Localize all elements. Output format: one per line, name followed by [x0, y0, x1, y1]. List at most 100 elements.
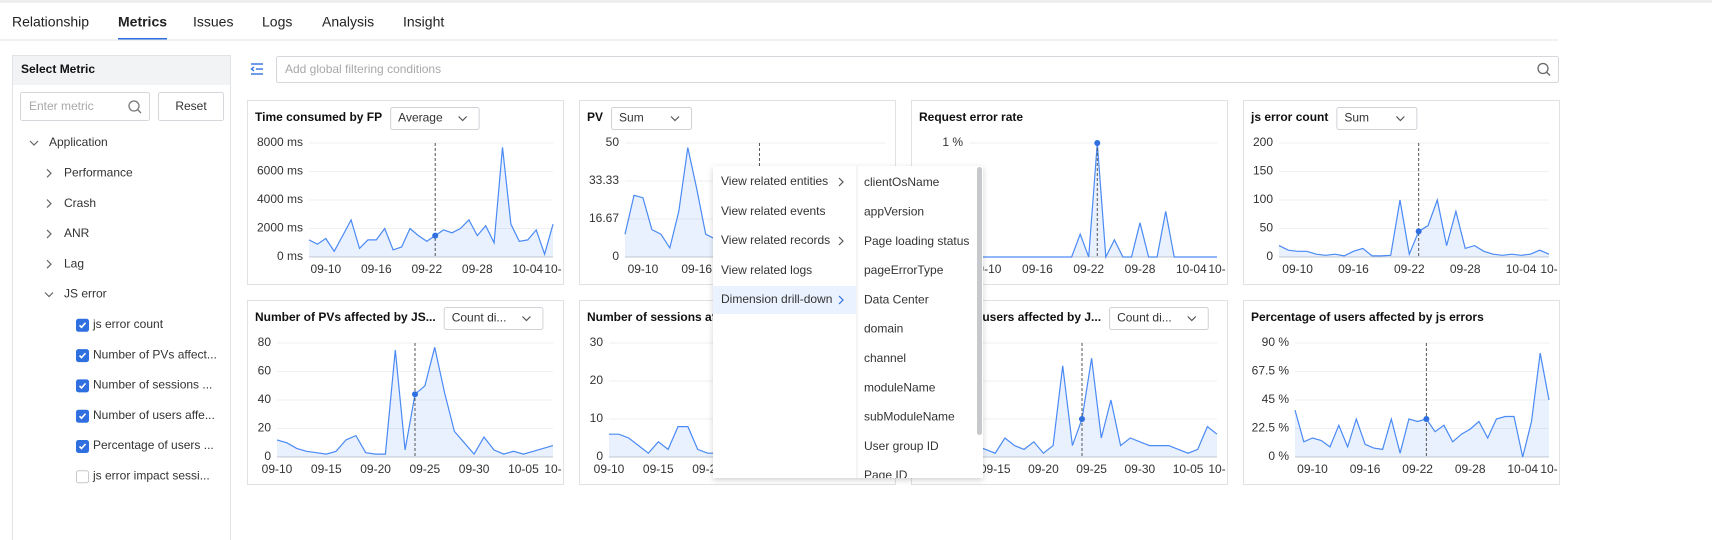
- tree-item[interactable]: Performance: [64, 165, 133, 179]
- checkmark: [78, 443, 87, 450]
- menu-item-highlight: [713, 286, 856, 314]
- tab[interactable]: Insight: [403, 14, 444, 30]
- reset-label: Reset: [175, 99, 207, 113]
- x-tick-label: 09-22: [1073, 262, 1104, 276]
- area: [625, 147, 885, 257]
- x-tick-label: 09-20: [360, 462, 391, 476]
- aggregation-select[interactable]: [1336, 107, 1418, 130]
- chevron-right: [46, 229, 52, 239]
- x-tick-label: 10-04: [1507, 462, 1538, 476]
- x-tick-label: 09-10: [310, 262, 341, 276]
- sidebar-title: Select Metric: [21, 62, 95, 76]
- tab[interactable]: Metrics: [118, 14, 167, 30]
- submenu-item[interactable]: Page loading status: [864, 234, 969, 248]
- submenu-items: clientOsName appVersion Page loading statu…: [864, 175, 969, 482]
- y-tick-label: 45 %: [1262, 392, 1290, 406]
- scrollbar: [977, 167, 982, 435]
- chart-title: PV: [587, 110, 603, 124]
- hover-point: [1094, 140, 1101, 146]
- submenu-item[interactable]: moduleName: [864, 380, 936, 394]
- tab[interactable]: Analysis: [322, 14, 374, 30]
- tree-item[interactable]: js error count: [92, 317, 164, 331]
- y-tick-label: 0: [612, 249, 619, 263]
- x-tick-label: 09-10: [262, 462, 293, 476]
- x-tick-label: 09-16: [681, 262, 712, 276]
- aggregation-select[interactable]: [1109, 307, 1209, 330]
- tab[interactable]: Relationship: [12, 14, 89, 30]
- menu-item[interactable]: Dimension drill-down: [721, 292, 832, 306]
- y-tick-label: 150: [1253, 164, 1273, 178]
- tree-item[interactable]: JS error: [64, 287, 107, 301]
- submenu-item[interactable]: domain: [864, 322, 903, 336]
- collapse-icon[interactable]: [250, 63, 263, 75]
- filter-input[interactable]: [276, 56, 1559, 83]
- metric-search-placeholder: Enter metric: [29, 99, 94, 113]
- aggregation-select[interactable]: [611, 107, 693, 130]
- y-tick-label: 10: [590, 411, 604, 425]
- chart-card: [1243, 300, 1560, 485]
- y-tick-label: 40: [258, 392, 272, 406]
- x-tick-label: 09-22: [411, 262, 442, 276]
- aggregation-value: Average: [398, 111, 443, 125]
- menu-item: View related events: [721, 204, 826, 218]
- submenu-item[interactable]: Page ID: [864, 468, 908, 482]
- chart-title: Number of PVs affected by JS...: [255, 310, 436, 324]
- submenu-item[interactable]: subModuleName: [864, 410, 955, 424]
- menu-item[interactable]: View related records: [721, 233, 830, 247]
- tree-item[interactable]: Lag: [64, 256, 84, 270]
- x-tick-label: 09-22: [1394, 262, 1425, 276]
- line: [308, 147, 554, 257]
- y-tick-label: 0 ms: [277, 249, 303, 263]
- chevron-right: [838, 295, 844, 305]
- search-icon: [128, 100, 140, 112]
- search-icon: [1537, 62, 1549, 75]
- hover-point: [1423, 416, 1430, 422]
- x-tick-label: 09-15: [980, 462, 1011, 476]
- x-tick-label: 09-20: [1028, 462, 1059, 476]
- x-tick-label: 09-25: [1076, 462, 1107, 476]
- submenu-item[interactable]: Data Center: [864, 292, 929, 306]
- line: [1278, 197, 1550, 257]
- aggregation-select[interactable]: [443, 307, 544, 330]
- checkbox[interactable]: [76, 470, 89, 484]
- metric-search[interactable]: [20, 92, 150, 121]
- x-tick-label: 09-10: [1282, 262, 1313, 276]
- tab[interactable]: Issues: [193, 14, 233, 30]
- submenu-item[interactable]: channel: [864, 351, 906, 365]
- tab[interactable]: Logs: [262, 14, 292, 30]
- tree-item[interactable]: ANR: [64, 226, 90, 240]
- chart-card: [247, 100, 564, 285]
- aggregation-value: Sum: [1344, 111, 1369, 125]
- reset-button[interactable]: [158, 92, 224, 121]
- chart-card: [247, 300, 564, 485]
- tree-item[interactable]: js error impact sessi...: [92, 468, 210, 482]
- chevron-right: [46, 259, 52, 269]
- x-tick-label: 10-05: [508, 462, 539, 476]
- menu-item[interactable]: View related entities: [721, 174, 828, 188]
- hover-point: [412, 391, 418, 398]
- tree-item[interactable]: Number of PVs affect...: [93, 347, 217, 361]
- context-menu: View related entities View related events…: [713, 166, 983, 482]
- tree-item[interactable]: Percentage of users ...: [93, 438, 214, 452]
- line: [1294, 352, 1550, 458]
- area: [277, 347, 553, 457]
- tree-item[interactable]: Number of sessions ...: [93, 378, 212, 392]
- x-tick-label: 10-04: [512, 262, 543, 276]
- x-tick-label: 10-: [544, 462, 561, 476]
- y-tick-label: 90 %: [1262, 335, 1290, 349]
- submenu-item[interactable]: clientOsName: [864, 175, 940, 189]
- tree-item[interactable]: Crash: [64, 196, 96, 210]
- y-tick-label: 33.33: [589, 173, 619, 187]
- y-tick-label: 0: [596, 449, 603, 463]
- tree-item[interactable]: Application: [49, 135, 108, 149]
- search-icon: [1546, 71, 1551, 76]
- y-tick-label: 4000 ms: [257, 192, 303, 206]
- x-tick-label: 09-28: [462, 262, 493, 276]
- tree-item[interactable]: Number of users affe...: [93, 408, 215, 422]
- y-tick-label: 6000 ms: [257, 164, 303, 178]
- y-tick-label: 20: [590, 373, 604, 387]
- submenu-item[interactable]: User group ID: [864, 439, 939, 453]
- submenu-item[interactable]: appVersion: [864, 204, 924, 218]
- aggregation-select[interactable]: [390, 107, 480, 130]
- submenu-item[interactable]: pageErrorType: [864, 263, 944, 277]
